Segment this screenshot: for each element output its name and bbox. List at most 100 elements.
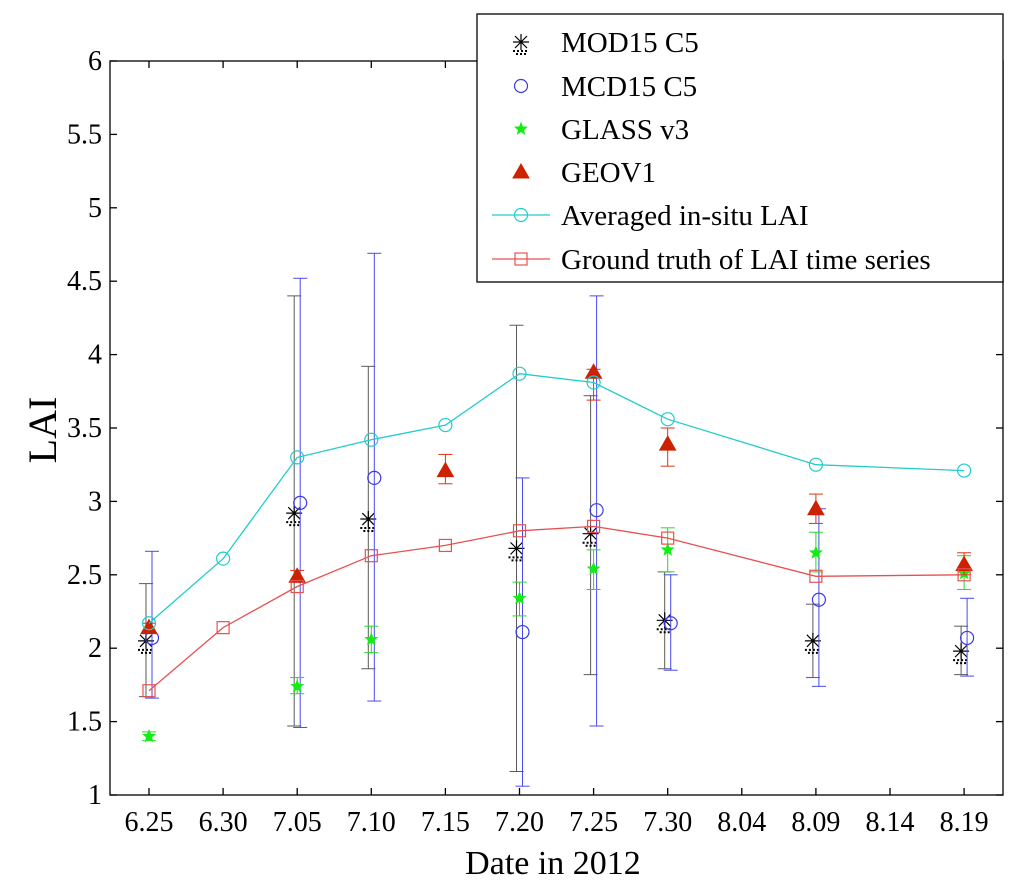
x-tick-label: 6.30 [199, 807, 248, 838]
data-point [216, 551, 231, 566]
series-mcd15-c5 [144, 252, 975, 787]
y-tick-label: 5.5 [67, 119, 102, 150]
data-point [141, 616, 157, 631]
legend-marker [513, 78, 529, 94]
data-point [288, 567, 307, 583]
y-tick-label: 1 [88, 780, 102, 811]
y-tick-label: 2.5 [67, 560, 102, 591]
data-point [286, 505, 303, 522]
data-point [955, 555, 973, 572]
series-line [148, 373, 965, 624]
data-point [953, 643, 970, 660]
series-ground-truth-of-lai-time-series [142, 519, 971, 698]
data-point [367, 470, 382, 486]
legend-entry: Averaged in-situ LAI [492, 200, 809, 232]
series-layer [138, 252, 975, 787]
legend-label: Averaged in-situ LAI [561, 200, 809, 232]
data-point [216, 621, 230, 635]
data-point [658, 435, 677, 451]
legend-marker-shadow [513, 50, 529, 55]
series-glass-v3 [142, 527, 972, 743]
legend-marker [512, 162, 530, 179]
data-point [364, 432, 379, 447]
x-axis-label: Date in 2012 [465, 845, 641, 882]
series-geov1 [140, 363, 973, 635]
legend-label: MCD15 C5 [561, 71, 697, 103]
data-point-shadow [286, 521, 303, 527]
data-point-shadow [953, 659, 970, 665]
x-tick-label: 8.19 [940, 807, 989, 838]
y-tick-label: 3 [88, 486, 102, 517]
data-point [956, 463, 972, 478]
x-tick-label: 8.04 [717, 807, 766, 838]
legend-marker [514, 252, 528, 266]
y-tick-label: 2 [88, 633, 102, 664]
y-tick-label: 1.5 [67, 707, 102, 738]
data-point [586, 519, 601, 533]
data-point [661, 531, 675, 545]
series-line [148, 525, 965, 692]
legend-marker [514, 121, 528, 135]
y-tick-label: 6 [88, 46, 102, 77]
data-point [808, 457, 824, 472]
data-point [364, 549, 378, 563]
data-point [584, 363, 603, 379]
x-tick-label: 7.15 [421, 807, 470, 838]
legend: MOD15 C5 MCD15 C5 GLASS v3 GEOV1 Averaged in… [476, 13, 1004, 283]
data-point-shadow [508, 556, 525, 562]
data-point [142, 728, 156, 743]
data-point [293, 495, 308, 510]
data-point [360, 511, 377, 528]
data-point [515, 624, 530, 640]
data-point [512, 590, 527, 605]
x-tick-label: 7.10 [347, 807, 396, 838]
x-tick-label: 8.14 [866, 807, 915, 838]
data-point [290, 450, 305, 465]
y-tick-labels: 1 1.5 2 2.5 3 3.5 4 4.5 5 5.5 6 [67, 46, 102, 811]
data-point [586, 561, 601, 575]
y-tick-label: 3.5 [67, 413, 102, 444]
legend-entry: GEOV1 [512, 157, 656, 189]
data-point-shadow [360, 527, 377, 533]
legend-entry: GLASS v3 [514, 114, 689, 146]
data-point [438, 538, 452, 553]
data-point-shadow [582, 541, 599, 547]
data-point [663, 616, 678, 631]
data-point [364, 632, 379, 646]
legend-label: Ground truth of LAI time series [561, 244, 931, 276]
x-tick-label: 7.25 [569, 807, 618, 838]
legend-label: MOD15 C5 [561, 27, 699, 59]
legend-entry: MCD15 C5 [513, 71, 697, 103]
x-tick-label: 6.25 [125, 807, 174, 838]
x-tick-label: 8.09 [791, 807, 840, 838]
legend-marker [513, 207, 529, 223]
data-point [438, 417, 453, 433]
legend-entry: Ground truth of LAI time series [492, 244, 931, 276]
data-point [586, 375, 601, 390]
data-point [660, 542, 675, 556]
y-tick-label: 4.5 [67, 266, 102, 297]
x-tick-label: 7.30 [643, 807, 692, 838]
data-point [512, 524, 527, 538]
data-point [589, 503, 604, 518]
data-point [804, 632, 821, 649]
legend-label: GEOV1 [561, 157, 656, 189]
data-point [290, 579, 304, 594]
data-point [436, 461, 455, 478]
y-tick-label: 5 [88, 193, 102, 224]
data-point [809, 569, 823, 583]
legend-box [476, 13, 1004, 283]
series-averaged-in-situ-lai [141, 366, 972, 631]
data-point [508, 540, 525, 557]
legend-entry: MOD15 C5 [513, 27, 699, 59]
x-tick-label: 7.20 [495, 807, 544, 838]
data-point [660, 412, 675, 427]
x-tick-label: 7.05 [273, 807, 322, 838]
y-tick-label: 4 [88, 340, 102, 371]
data-point [811, 592, 827, 607]
data-point [959, 630, 975, 646]
data-point [957, 568, 971, 582]
data-point [512, 366, 527, 381]
x-tick-labels: 6.25 6.30 7.05 7.10 7.15 7.20 7.25 7.30 8.04 8.09… [125, 807, 989, 838]
